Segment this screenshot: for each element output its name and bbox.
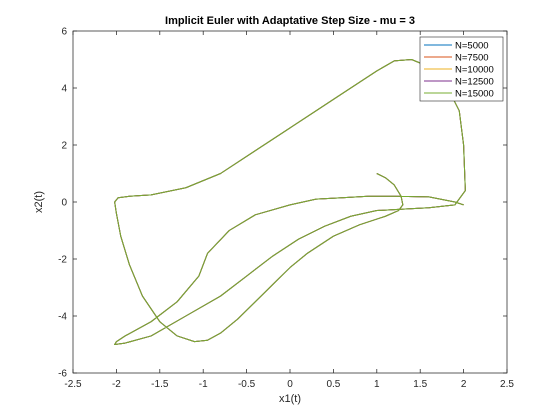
y-tick-label: 0 bbox=[61, 198, 67, 209]
x-tick-label: -1.5 bbox=[151, 379, 169, 390]
x-tick-label: 2.5 bbox=[500, 379, 514, 390]
x-tick-label: 0.5 bbox=[326, 379, 340, 390]
x-tick-label: 1 bbox=[374, 379, 380, 390]
legend-label: N=7500 bbox=[455, 53, 489, 64]
x-tick-label: -0.5 bbox=[238, 379, 256, 390]
legend-label: N=5000 bbox=[455, 41, 489, 52]
x-axis-label: x1(t) bbox=[279, 393, 301, 405]
y-tick-label: 6 bbox=[61, 27, 67, 38]
y-tick-label: -2 bbox=[58, 255, 67, 266]
legend-label: N=15000 bbox=[455, 89, 494, 100]
x-tick-label: -1 bbox=[199, 379, 208, 390]
series-line-2 bbox=[115, 60, 466, 345]
series-line-1 bbox=[115, 60, 466, 345]
series-line-5 bbox=[115, 60, 466, 345]
y-tick-label: -4 bbox=[58, 312, 67, 323]
series-layer bbox=[115, 60, 466, 345]
x-tick-label: 1.5 bbox=[413, 379, 427, 390]
x-tick-label: -2 bbox=[112, 379, 121, 390]
x-tick-label: 0 bbox=[287, 379, 293, 390]
y-axis-label: x2(t) bbox=[33, 191, 45, 213]
y-tick-label: 4 bbox=[61, 84, 67, 95]
y-tick-label: 2 bbox=[61, 141, 67, 152]
series-line-3 bbox=[115, 60, 466, 345]
legend-label: N=12500 bbox=[455, 77, 494, 88]
legend-label: N=10000 bbox=[455, 65, 494, 76]
chart-title: Implicit Euler with Adaptative Step Size… bbox=[165, 15, 415, 27]
x-tick-label: -2.5 bbox=[64, 379, 82, 390]
x-tick-label: 2 bbox=[461, 379, 467, 390]
series-line-4 bbox=[115, 60, 466, 345]
y-tick-label: -6 bbox=[58, 369, 67, 380]
